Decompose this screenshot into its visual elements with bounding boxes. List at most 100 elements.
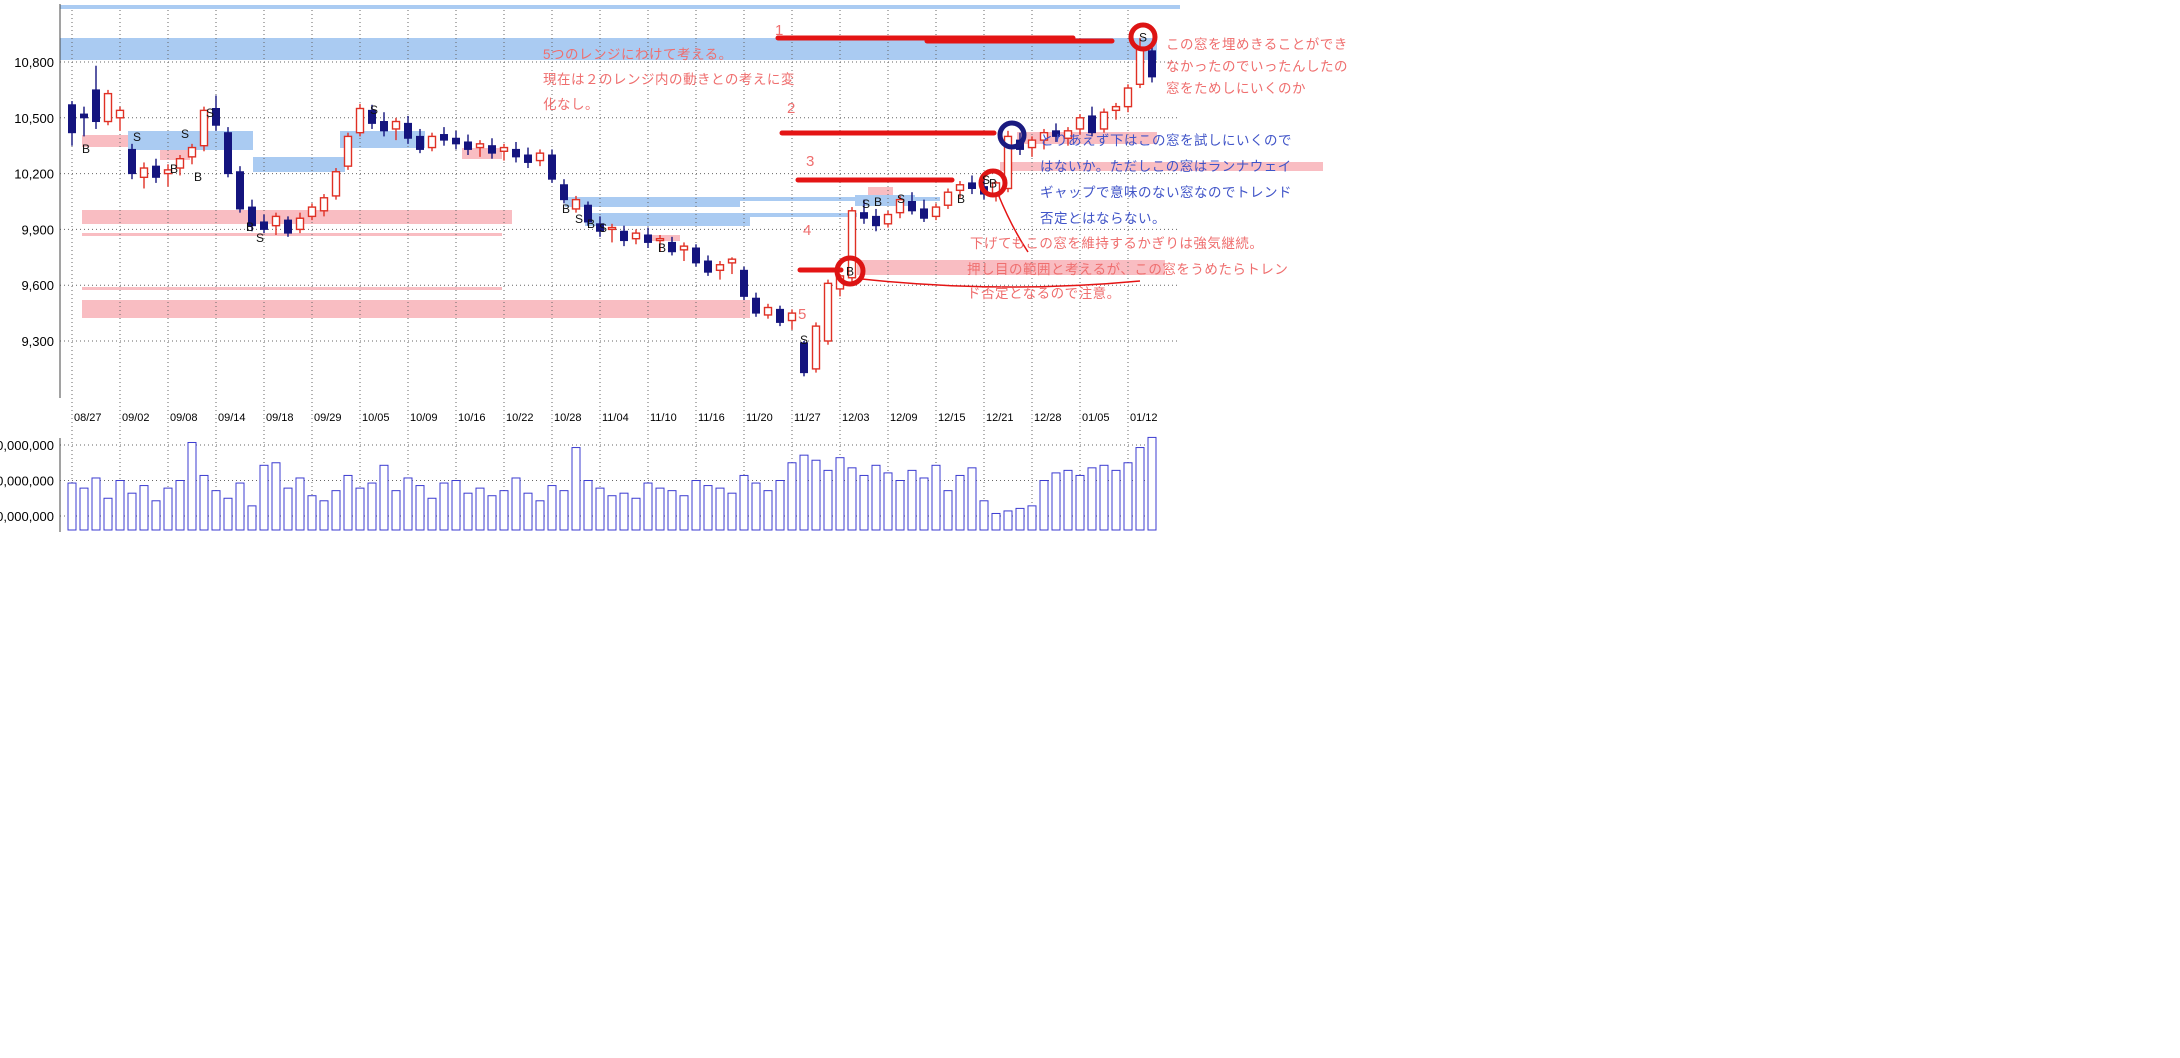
- annotation-test-window: とりあえず下はこの窓を試しにいくので はないか。ただしこの窓はランナウェイ ギャ…: [1040, 128, 1292, 232]
- volume-bar: [223, 497, 233, 531]
- range-number: 2: [787, 100, 795, 117]
- volume-bar: [1015, 507, 1025, 531]
- candle-up: [307, 206, 317, 218]
- date-tick-label: 09/29: [314, 412, 342, 424]
- date-tick-label: 10/16: [458, 412, 486, 424]
- candle-down: [704, 260, 712, 273]
- volume-bar: [427, 497, 437, 531]
- resistance-band: [253, 157, 345, 172]
- candle-down: [212, 108, 220, 126]
- highlight-circle: [978, 168, 1008, 198]
- highlight-circle-letter: B: [989, 177, 997, 191]
- volume-bar: [655, 487, 665, 531]
- volume-bar: [259, 464, 269, 531]
- sell-marker: S: [982, 173, 990, 187]
- date-tick-label: 11/04: [602, 412, 629, 424]
- candle-up: [115, 109, 125, 119]
- candle-up: [811, 325, 821, 370]
- volume-bar: [823, 469, 833, 531]
- annotation-keep-window: 下げてもこの窓を維持するかぎりは強気継続。: [970, 231, 1263, 256]
- candle-up: [271, 215, 281, 227]
- candle-up: [787, 312, 797, 322]
- volume-bar: [787, 462, 797, 531]
- highlight-circle: [834, 255, 866, 287]
- sell-marker: S: [599, 221, 607, 235]
- volume-bar: [1063, 469, 1073, 531]
- candle-down: [152, 165, 160, 178]
- volume-bar: [583, 480, 593, 531]
- candle-down: [740, 269, 748, 297]
- buy-marker: B: [957, 192, 965, 206]
- candle-up: [1135, 46, 1145, 86]
- volume-bar: [871, 464, 881, 531]
- resistance-band: [340, 131, 425, 148]
- date-tick-label: 01/05: [1082, 412, 1110, 424]
- volume-bar: [355, 487, 365, 531]
- buy-marker: B: [874, 195, 882, 209]
- candle-down: [92, 89, 100, 123]
- price-tick-label: 9,600: [21, 278, 54, 293]
- date-tick-label: 11/20: [746, 412, 773, 424]
- volume-bar: [283, 487, 293, 531]
- candle-down: [860, 212, 868, 219]
- volume-bar: [523, 492, 533, 531]
- volume-bar: [991, 512, 1001, 531]
- candle-down: [1148, 50, 1156, 78]
- annotation-line: 化なし。: [543, 97, 599, 112]
- candle-down: [488, 145, 496, 154]
- resistance-band: [60, 38, 1157, 60]
- volume-bar: [187, 441, 197, 531]
- volume-bar: [895, 480, 905, 531]
- candle-up: [1027, 139, 1037, 149]
- volume-bar: [1099, 464, 1109, 531]
- resistance-band: [855, 195, 915, 206]
- annotation-line: 現在は２のレンジ内の動きとの考えに変: [543, 72, 795, 87]
- candle-down: [68, 104, 76, 134]
- volume-bar: [1003, 510, 1013, 531]
- volume-bar: [139, 485, 149, 531]
- support-band: [82, 300, 750, 318]
- volume-bar: [211, 490, 221, 531]
- volume-bar: [631, 497, 641, 531]
- date-tick-label: 10/09: [410, 412, 438, 424]
- volume-bar: [619, 492, 629, 531]
- annotation-line: 5つのレンジにわけて考える。: [543, 47, 733, 62]
- candle-up: [1039, 131, 1049, 141]
- date-tick-label: 08/27: [74, 412, 102, 424]
- volume-bar: [1075, 474, 1085, 531]
- date-tick-label: 12/15: [938, 412, 966, 424]
- candle-up: [1123, 87, 1133, 108]
- price-tick-label: 10,500: [14, 111, 54, 126]
- volume-bar: [1087, 467, 1097, 531]
- volume-bar: [643, 482, 653, 531]
- annotation-line: ギャップで意味のない窓なのでトレンド: [1040, 185, 1292, 200]
- volume-bar: [367, 482, 377, 531]
- volume-bar: [955, 474, 965, 531]
- date-tick-label: 12/21: [986, 412, 1014, 424]
- annotation-line: はないか。ただしこの窓はランナウェイ: [1040, 159, 1292, 174]
- support-band: [462, 148, 502, 159]
- volume-bar: [919, 477, 929, 531]
- volume-bar: [595, 487, 605, 531]
- candle-up: [1003, 135, 1013, 190]
- date-tick-label: 09/02: [122, 412, 150, 424]
- price-volume-chart: 10,800 10,500 10,200 9,900 9,600 9,300 08/27 09…: [0, 4, 1323, 532]
- candle-up: [331, 171, 341, 197]
- candle-down: [404, 122, 412, 139]
- candle-up: [355, 107, 365, 134]
- volume-bar: [1135, 447, 1145, 531]
- volume-bar: [751, 482, 761, 531]
- sell-marker: S: [862, 197, 870, 211]
- annotation-line: 押し目の範囲と考えるが、この窓をうめたらトレン: [967, 262, 1289, 277]
- candle-up: [199, 109, 209, 147]
- candle-down: [380, 121, 388, 132]
- volume-bar: [1039, 480, 1049, 531]
- annotation-line: ド否定となるので注意。: [967, 286, 1121, 301]
- candle-up: [607, 226, 617, 231]
- volume-bar: [1111, 469, 1121, 531]
- volume-bar: [67, 482, 77, 531]
- candle-up: [655, 237, 665, 242]
- volume-bar: [451, 480, 461, 531]
- candle-down: [284, 219, 292, 234]
